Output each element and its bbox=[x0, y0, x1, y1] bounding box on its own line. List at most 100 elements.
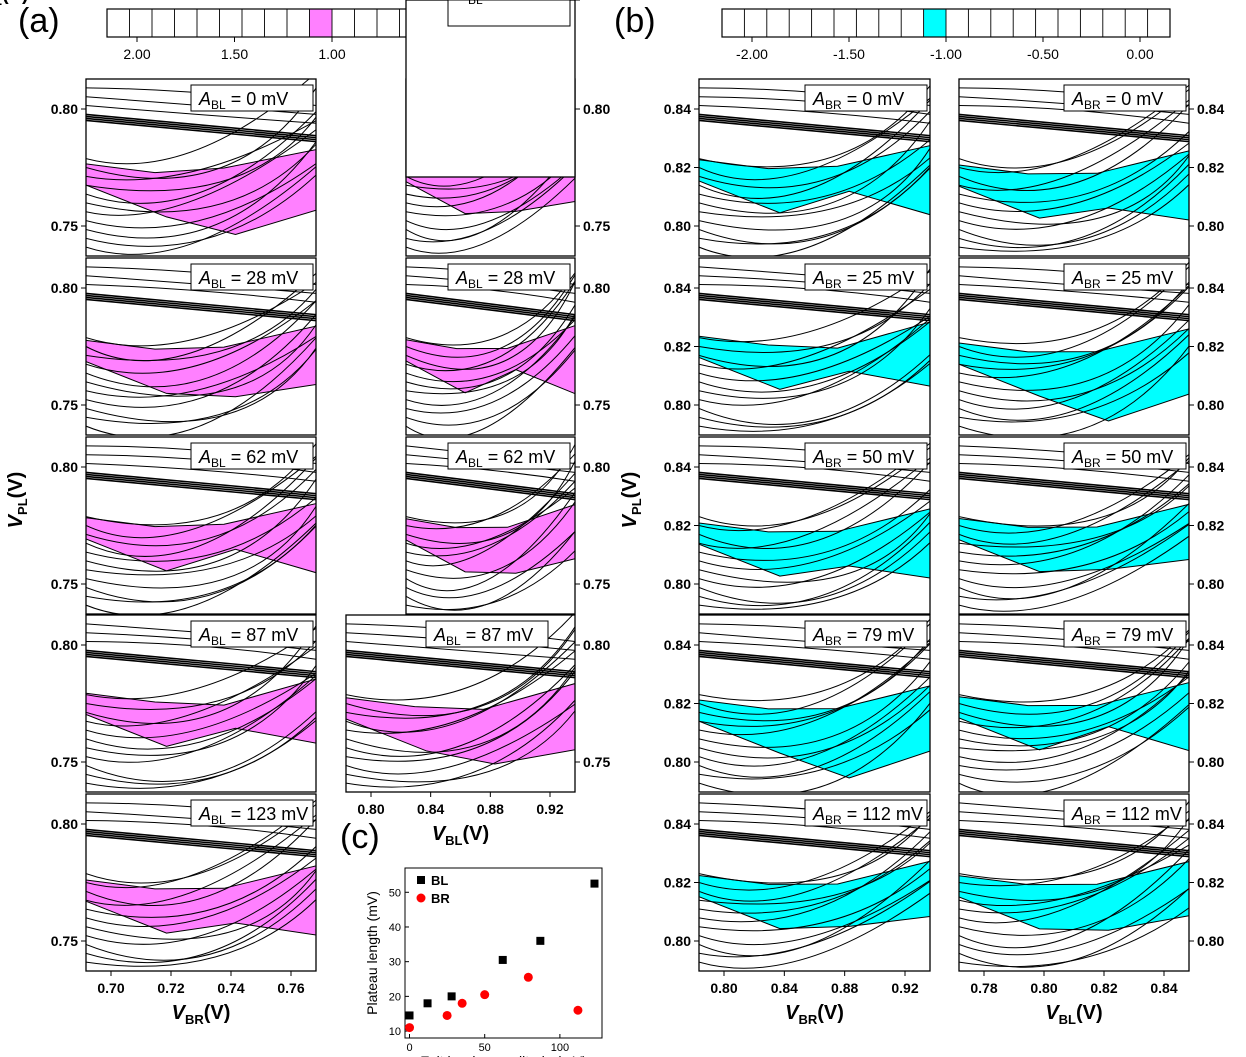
panel-b-right-row3-contour-line bbox=[959, 629, 1189, 703]
panel-b-left-row2-band-line bbox=[699, 475, 930, 499]
panel-a-left-row1-contour-line bbox=[86, 273, 316, 362]
panel-b-left-row2-contour-line bbox=[699, 447, 930, 527]
panel-b-right-row1-ytick-label: 0.84 bbox=[1197, 280, 1224, 296]
panel-b-right-row1-contour-line bbox=[959, 319, 1189, 410]
panel-a-right-row1-ytick-label: 0.75 bbox=[583, 397, 610, 413]
panel-a-left-row0-contour-line bbox=[86, 111, 316, 204]
panel-b-left-row3-contours bbox=[699, 619, 930, 792]
panel-a-right-wide-row0-contour-line bbox=[346, 650, 575, 734]
panel-b-left-row1-contour-line bbox=[699, 360, 930, 428]
panel-a-right-row0-contour-line bbox=[406, 177, 575, 254]
panel-b-right-row1-contour-line bbox=[959, 281, 1189, 365]
panel-a-left-row4-contour-line bbox=[86, 888, 316, 961]
panel-a-left-row3-contour-line bbox=[86, 720, 316, 789]
panel-b-left-row3-plateau-region bbox=[699, 685, 930, 779]
panel-b-left-row1-plateau-region bbox=[699, 321, 930, 390]
panel-b-left-xlabel-text: VBR(V) bbox=[785, 1002, 844, 1027]
panel-a-left-row0-band-line bbox=[86, 113, 316, 137]
panel-a-left-row0-band-line bbox=[86, 115, 316, 139]
panel-b-left-row3-contour-line bbox=[699, 709, 930, 780]
panel-b-left-row0-amplitude-label: ABR = 0 mV bbox=[812, 89, 904, 112]
panel-b-right-xtick-label: 0.82 bbox=[1090, 980, 1117, 996]
colorbar-b-tick-label: -1.50 bbox=[833, 46, 865, 62]
panel-a-right-wide-xlabel-text: VBL(V) bbox=[432, 823, 489, 848]
panel-b-right-row4-contour-line bbox=[959, 820, 1189, 839]
panel-a-right-row2-contour-line bbox=[406, 492, 575, 592]
scatter-point-BR bbox=[573, 1005, 583, 1015]
panel-a-right-row1-contour-line bbox=[406, 349, 575, 426]
panel-b-right-row1-contour-line bbox=[959, 334, 1189, 421]
panel-b-left-row0-contour-line bbox=[699, 111, 930, 189]
panel-b-right-row1-contour-line bbox=[959, 352, 1189, 423]
panel-a-right-wide-row0-contour-line bbox=[346, 710, 575, 783]
panel-a-left-row0-amplitude-label: ABL = 0 mV bbox=[198, 89, 288, 112]
panel-b-right-row2-contour-line bbox=[959, 460, 1189, 545]
panel-b-right-row4-ytick-label: 0.84 bbox=[1197, 816, 1224, 832]
scatter-point-BL bbox=[590, 879, 599, 888]
panel-b-left-row1-label-box bbox=[804, 263, 928, 291]
panel-b-left-row0-contour-line bbox=[699, 148, 930, 231]
panel-b-left-row0-ytick-label: 0.84 bbox=[664, 101, 691, 117]
panel-a-left-row4-ytick-label: 0.80 bbox=[51, 816, 78, 832]
panel-a-left-row2-ytick-label: 0.75 bbox=[51, 576, 78, 592]
panel-b-right-row1-ytick-label: 0.80 bbox=[1197, 397, 1224, 413]
panel-b-left-row0-label-box bbox=[804, 84, 928, 112]
panel-b-left-row0-contour-line bbox=[699, 120, 930, 214]
panel-b-right-row1-contour-line bbox=[959, 304, 1189, 391]
panel-a-left-xtick-label: 0.76 bbox=[277, 980, 304, 996]
panel-b-left-row4-contour-line bbox=[699, 831, 930, 923]
panel-a-right-wide-row0-ytick-label: 0.80 bbox=[583, 637, 610, 653]
scatter-xtick-label: 100 bbox=[551, 1042, 569, 1054]
panel-b-left-row3-contour-line bbox=[699, 638, 930, 722]
panel-a-right-wide-row0-contour-line bbox=[346, 703, 575, 775]
panel-b-left-row3-contour-line bbox=[699, 623, 930, 715]
panel-b-right-row3-contour-line bbox=[959, 673, 1189, 763]
panel-a-left-row2-contours bbox=[86, 443, 316, 614]
panel-b-left-row1-ytick-label: 0.80 bbox=[664, 397, 691, 413]
panel-a-right-row1-plot-frame bbox=[405, 257, 576, 436]
legend-marker-BL bbox=[417, 876, 425, 884]
panel-a-left-row2-contour-line bbox=[86, 506, 316, 589]
panel-b-left-row0-contour-line bbox=[699, 97, 930, 181]
panel-a-left-row1-amplitude-label: ABL = 28 mV bbox=[198, 268, 298, 291]
panel-a-left-row3-label-box bbox=[190, 620, 314, 648]
panel-a-right-row3-amplitude-label: ABL = 87 mV bbox=[455, 0, 555, 7]
panel-a-right-row2-contour-line bbox=[406, 501, 575, 579]
panel-a-left-row0-plot-frame bbox=[85, 78, 317, 257]
panel-b-right-row4-contour-line bbox=[959, 810, 1189, 887]
panel-a-right-row2-label-box bbox=[447, 442, 571, 470]
panel-b-left-row2-band-line bbox=[699, 471, 930, 495]
panel-b-left-row1-contours bbox=[699, 266, 930, 432]
panel-a-left-row3-ytick-label: 0.75 bbox=[51, 754, 78, 770]
panel-b-left-row0-contour-line bbox=[699, 105, 930, 124]
panel-b-left-row3-band-line bbox=[699, 649, 930, 673]
panel-a-right-row2-band-line bbox=[406, 471, 575, 495]
panel-a-left-row4-contour-line bbox=[86, 804, 316, 884]
panel-b-right-row2-amplitude-label: ABR = 50 mV bbox=[1071, 447, 1173, 470]
panel-b-left-row3-contour-line bbox=[699, 643, 930, 727]
panel-b-right-row0-contour-line bbox=[959, 163, 1189, 249]
panel-a-right-row2-contour-line bbox=[406, 550, 575, 611]
panel-a-right-row2-plot-frame bbox=[405, 436, 576, 615]
panel-b-left-row4-ytick-label: 0.82 bbox=[664, 875, 691, 891]
panel-a-left-row4-amplitude-label: ABL = 123 mV bbox=[198, 804, 308, 827]
panel-b-left-row0-contour-line bbox=[699, 164, 930, 256]
panel-b-left-row0-plateau-region bbox=[699, 145, 930, 216]
panel-b-right-row3-contour-line bbox=[959, 670, 1189, 752]
panel-b-left-row2-contour-line bbox=[699, 511, 930, 588]
panel-b-right-row3-contour-line bbox=[959, 631, 1189, 715]
panel-b-left-row2-ytick-label: 0.82 bbox=[664, 518, 691, 534]
panel-a-right-wide-xtick-label: 0.80 bbox=[357, 801, 384, 817]
panel-a-left-row2-plot-frame bbox=[85, 436, 317, 615]
panel-b-left-row2-contour-line bbox=[699, 489, 930, 561]
panel-b-right-row2-contour-line bbox=[959, 523, 1189, 589]
panel-b-right-row2-contour-line bbox=[959, 485, 1189, 548]
panel-b-right-row1-contour-line bbox=[959, 285, 1189, 379]
panel-a-left-row3-contour-line bbox=[86, 711, 316, 782]
panel-a-right-row1-label-box bbox=[447, 263, 571, 291]
panel-b-left-row4-plateau-region bbox=[699, 860, 930, 930]
panel-a-left-row4-label-box bbox=[190, 799, 314, 827]
panel-b-right-row2-contour-line bbox=[959, 454, 1189, 534]
scatter-point-BL bbox=[498, 955, 507, 964]
panel-a-left-row0-contour-line bbox=[86, 143, 316, 213]
